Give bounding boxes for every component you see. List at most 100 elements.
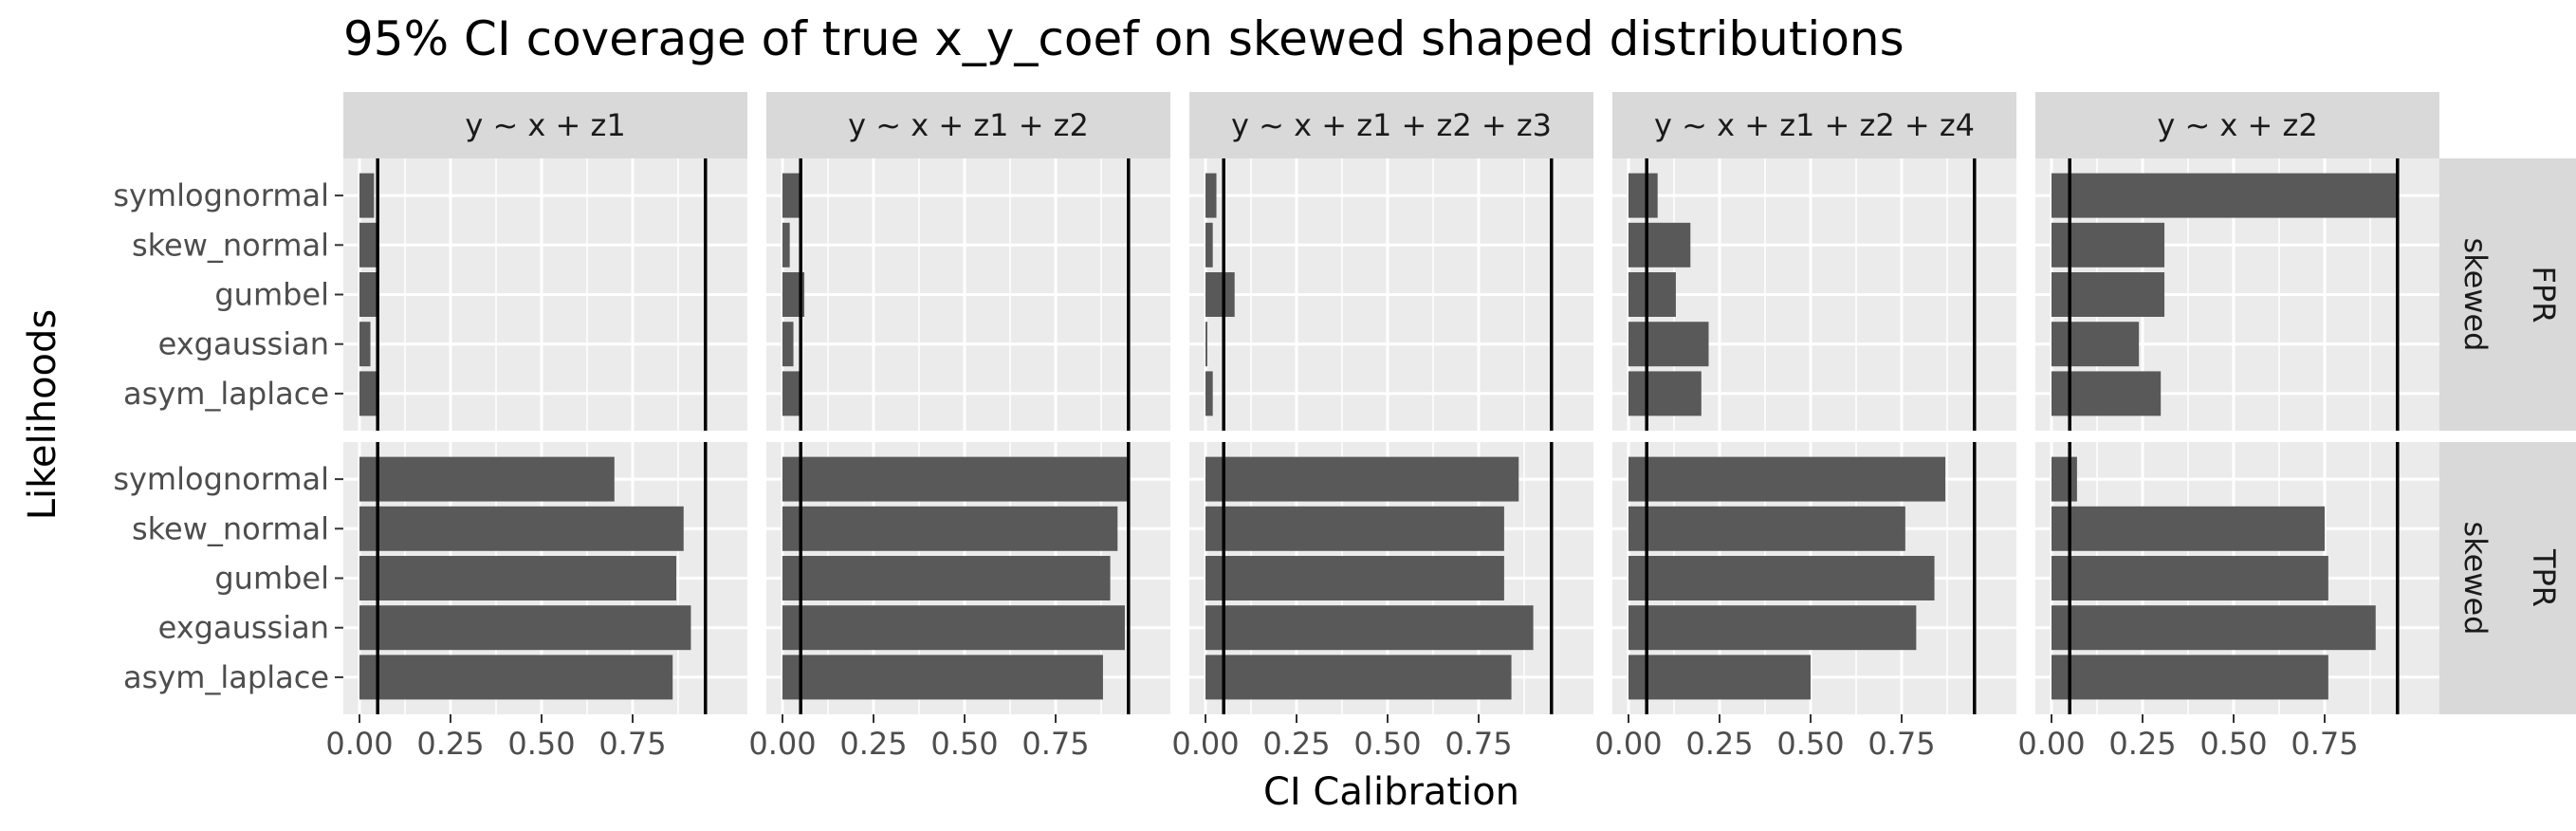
x-tick-label: 0.50 (1776, 726, 1844, 762)
bar (359, 174, 374, 218)
facet-strip-column-label: y ~ x + z1 + z2 + z3 (1231, 107, 1552, 143)
x-tick-label: 0.50 (2199, 726, 2267, 762)
bar (2052, 174, 2398, 218)
bar (1628, 272, 1676, 317)
y-tick-label: skew_normal (132, 227, 329, 263)
bar (359, 322, 371, 366)
bar (359, 223, 377, 268)
bar (2052, 605, 2376, 650)
facet-panel (1612, 442, 2016, 714)
bar (2052, 371, 2161, 416)
x-tick-label: 0.25 (416, 726, 484, 762)
bar (782, 223, 790, 268)
bar (1205, 174, 1217, 218)
x-tick-label: 0.75 (1444, 726, 1512, 762)
bar (1628, 371, 1702, 416)
bar (359, 457, 615, 502)
bar (359, 272, 377, 317)
bar (2052, 322, 2139, 366)
x-tick-label: 0.00 (2017, 726, 2085, 762)
facet-strip-row-label: skewed (2457, 522, 2493, 636)
bar (1628, 605, 1916, 650)
facet-panel (766, 442, 1170, 714)
x-tick-label: 0.50 (930, 726, 998, 762)
bar (359, 371, 377, 416)
bar (1205, 322, 1207, 366)
facet-strip-row-label: skewed (2457, 238, 2493, 352)
y-tick-label: asym_laplace (123, 376, 329, 412)
facet-panel (766, 158, 1170, 431)
bar (1205, 272, 1235, 317)
bar (1628, 223, 1690, 268)
bar (359, 556, 676, 600)
chart-title: 95% CI coverage of true x_y_coef on skew… (343, 11, 1904, 66)
bar (782, 655, 1103, 699)
bar (2052, 655, 2328, 699)
facet-panel (1189, 442, 1593, 714)
bar (1205, 556, 1504, 600)
bar (1205, 223, 1213, 268)
facet-strip-column-label: y ~ x + z1 + z2 + z4 (1654, 107, 1975, 143)
x-tick-label: 0.25 (1262, 726, 1330, 762)
facet-grid: y ~ x + z1 y ~ x + z1 + z2 y ~ x + z1 + z2… (113, 92, 2576, 762)
bar (782, 605, 1125, 650)
facet-panel (1612, 158, 2016, 431)
y-tick-label: skew_normal (132, 510, 329, 546)
bar (1628, 322, 1708, 366)
bar (359, 605, 690, 650)
x-tick-label: 0.75 (2291, 726, 2358, 762)
x-tick-label: 0.25 (839, 726, 907, 762)
facet-strip-row-label: FPR (2526, 267, 2562, 323)
y-tick-label: symlognormal (113, 177, 329, 213)
bar (782, 174, 800, 218)
facet-strip-column-label: y ~ x + z1 + z2 (848, 107, 1089, 143)
x-tick-label: 0.50 (1353, 726, 1421, 762)
x-tick-label: 0.50 (507, 726, 575, 762)
y-tick-label: exgaussian (158, 326, 329, 362)
y-tick-label: gumbel (214, 277, 329, 313)
bar (1628, 655, 1811, 699)
x-tick-label: 0.75 (598, 726, 666, 762)
x-axis-title: CI Calibration (1263, 770, 1519, 814)
facet-panel (1189, 158, 1593, 431)
bar (1628, 457, 1945, 502)
bar (782, 371, 800, 416)
bar (1628, 507, 1905, 551)
facet-panel (2035, 158, 2439, 431)
facet-strip-column-label: y ~ x + z1 (465, 107, 625, 143)
bar (1628, 556, 1935, 600)
x-tick-label: 0.75 (1021, 726, 1089, 762)
bar (1205, 507, 1504, 551)
x-tick-label: 0.25 (2108, 726, 2176, 762)
y-tick-label: exgaussian (158, 610, 329, 646)
facet-panel (343, 158, 747, 431)
bar (1205, 457, 1518, 502)
y-axis-title: Likelihoods (21, 309, 64, 521)
bar (1205, 655, 1512, 699)
x-tick-label: 0.00 (748, 726, 816, 762)
bar (2052, 507, 2325, 551)
bar (1628, 174, 1658, 218)
facet-strip-column-label: y ~ x + z2 (2157, 107, 2317, 143)
x-tick-label: 0.00 (325, 726, 393, 762)
bar (782, 556, 1111, 600)
x-tick-label: 0.25 (1685, 726, 1753, 762)
bar (2052, 556, 2328, 600)
facet-strip-row-label: TPR (2526, 548, 2562, 607)
bar (1205, 605, 1534, 650)
y-tick-label: symlognormal (113, 461, 329, 497)
bar (1205, 371, 1213, 416)
x-tick-label: 0.00 (1171, 726, 1239, 762)
bar (2052, 457, 2077, 502)
x-tick-label: 0.75 (1868, 726, 1935, 762)
bar (782, 322, 794, 366)
bar (359, 507, 684, 551)
y-tick-label: asym_laplace (123, 659, 329, 695)
bar (782, 507, 1117, 551)
facet-panel (2035, 442, 2439, 714)
bar (782, 457, 1129, 502)
x-tick-label: 0.00 (1594, 726, 1662, 762)
y-tick-label: gumbel (214, 561, 329, 597)
bar (359, 655, 672, 699)
